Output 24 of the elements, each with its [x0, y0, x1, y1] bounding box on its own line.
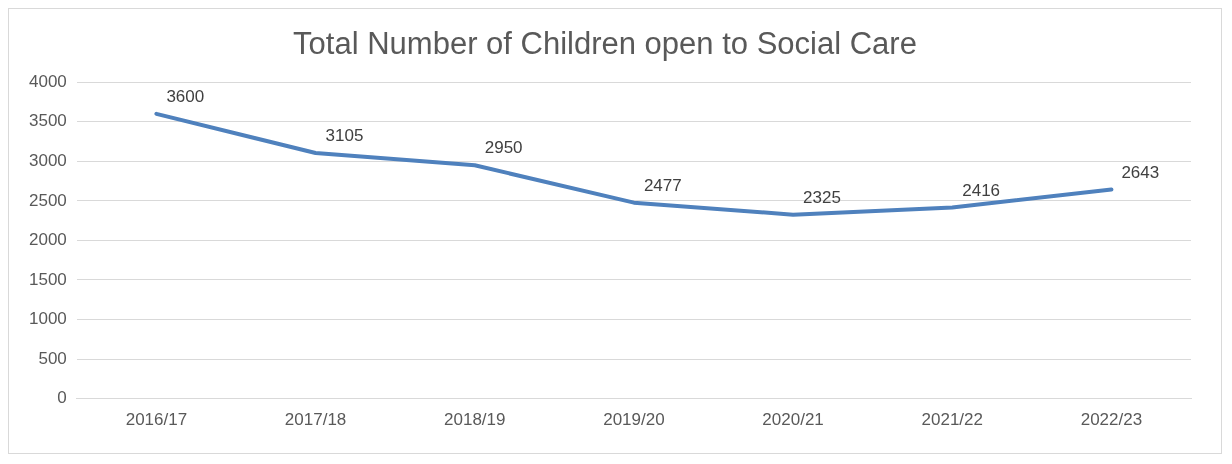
- y-tick-label: 3000: [28, 150, 67, 170]
- y-tick-label: 0: [57, 388, 67, 408]
- y-tick-label: 3500: [28, 111, 67, 131]
- x-tick-label: 2019/20: [603, 410, 665, 430]
- y-tick-label: 2000: [28, 230, 67, 250]
- x-tick-label: 2021/22: [921, 410, 983, 430]
- y-tick-label: 2500: [28, 190, 67, 210]
- data-label: 3105: [325, 126, 364, 146]
- data-label: 2477: [643, 175, 682, 195]
- x-tick-label: 2016/17: [125, 410, 188, 430]
- x-tick-label: 2020/21: [762, 410, 824, 430]
- data-label: 2325: [803, 187, 841, 207]
- y-tick-label: 1000: [28, 309, 67, 329]
- y-tick-label: 4000: [28, 71, 67, 91]
- x-tick-label: 2022/23: [1080, 410, 1143, 430]
- data-label: 2416: [962, 180, 1001, 200]
- y-tick-label: 500: [38, 348, 67, 368]
- y-tick-label: 1500: [28, 269, 67, 289]
- x-tick-label: 2018/19: [444, 410, 506, 430]
- x-tick-label: 2017/18: [284, 410, 347, 430]
- chart-title: Total Number of Children open to Social Care: [293, 26, 917, 62]
- data-label: 2643: [1121, 162, 1160, 182]
- data-label: 2950: [484, 138, 523, 158]
- data-label: 3600: [166, 87, 205, 107]
